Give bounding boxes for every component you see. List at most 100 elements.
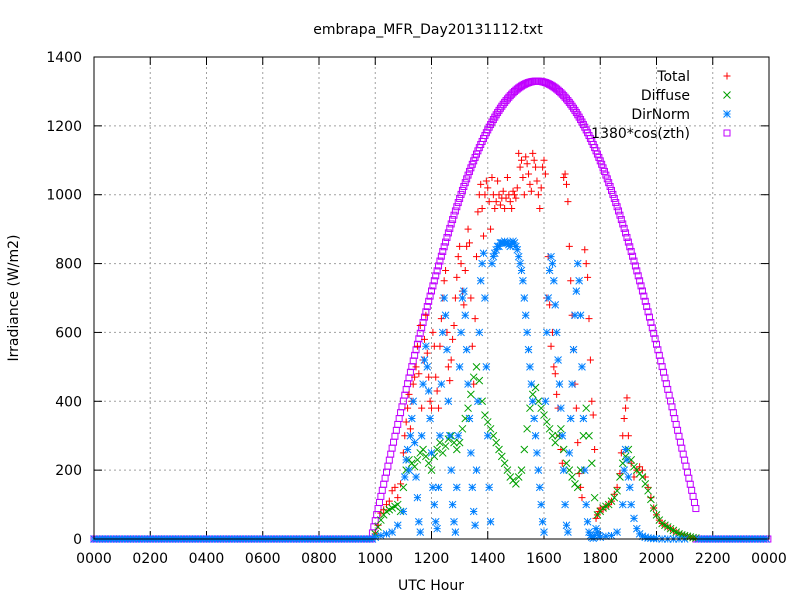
total-point [585,315,593,323]
diffuse-point [618,459,627,468]
total-point [380,506,388,514]
total-point [539,163,547,171]
cos-zth-point [442,238,450,246]
dirnorm-point [407,414,416,423]
dirnorm-point [469,507,478,516]
cos-zth-point [682,462,690,470]
dirnorm-point [467,449,475,457]
diffuse-point [469,373,478,382]
diffuse-point [455,438,464,447]
total-point [515,149,523,157]
dirnorm-point [623,455,631,464]
total-point [527,187,535,195]
dirnorm-point [462,345,471,354]
total-point [450,322,458,330]
total-point [499,187,507,195]
cos-zth-point [643,303,651,311]
dirnorm-point [621,445,630,454]
cos-zth-point [640,292,648,300]
dirnorm-point [489,252,498,261]
dirnorm-point [443,345,451,354]
plot-frame [93,56,770,540]
cos-zth-point [661,374,669,382]
y-tick-label: 1200 [46,119,82,135]
dirnorm-point [403,445,412,454]
total-point [613,483,621,491]
cos-zth-point [440,243,448,251]
dirnorm-point [548,259,557,268]
total-point [584,273,592,281]
cos-zth-point [436,257,444,265]
dirnorm-point [542,328,551,337]
diffuse-point [517,466,526,474]
cos-zth-point [439,247,447,255]
cos-zth-point [458,186,466,194]
total-point [405,390,413,398]
dirnorm-point [412,473,420,481]
total-point [512,194,520,202]
total-point [481,191,489,199]
total-point [501,204,509,212]
dirnorm-point [486,517,495,526]
dirnorm-point [576,311,585,320]
total-point [477,180,485,188]
cos-zth-point [672,420,680,428]
cos-zth-point [384,462,392,470]
cos-zth-point [453,203,461,211]
cos-zth-point [668,403,676,411]
diffuse-point [500,459,509,468]
dirnorm-point [517,266,526,275]
diffuse-point [540,411,548,419]
diffuse-point [497,452,506,461]
diffuse-point [424,459,433,468]
diffuse-point [528,390,537,399]
y-tick-label: 1400 [46,50,82,66]
total-point [484,184,492,192]
cos-zth-point [615,207,623,215]
total-point [508,204,516,212]
total-point [480,232,488,240]
cos-zth-point [418,324,426,332]
diffuse-point [647,495,655,504]
total-point [422,311,430,319]
dirnorm-point [526,363,534,371]
dirnorm-point [630,514,638,523]
dirnorm-point [434,483,443,492]
diffuse-point [441,442,450,450]
diffuse-point [492,438,501,447]
cos-zth-point [599,164,607,172]
diffuse-point [649,504,658,512]
total-point [413,342,421,350]
diffuse-point [475,376,484,385]
diffuse-point [557,424,565,433]
cos-zth-point [674,426,682,434]
diffuse-point [689,533,697,542]
dirnorm-point [506,242,515,251]
cos-zth-point [638,287,646,295]
diffuse-point [610,493,619,502]
cos-zth-point [381,474,389,482]
total-point [503,174,511,181]
cos-zth-point [600,167,608,175]
dirnorm-point [607,531,616,540]
dirnorm-point [638,532,647,541]
x-tick-label: 0600 [245,551,281,567]
cos-zth-point [620,224,628,232]
total-point [540,156,548,164]
diffuse-point [422,452,430,461]
total-point [516,163,524,171]
total-point [560,174,568,181]
total-point [522,153,530,161]
diffuse-point [512,480,520,488]
dirnorm-point [535,483,544,492]
diffuse-point [433,445,441,454]
dirnorm-point [461,311,470,320]
total-point [478,204,486,212]
total-point [533,177,541,185]
diffuse-point [393,500,402,509]
cos-zth-point [606,182,614,190]
cos-zth-point [692,505,700,513]
cos-zth-point [397,409,405,417]
dirnorm-point [558,431,567,440]
dirnorm-point [624,473,633,481]
